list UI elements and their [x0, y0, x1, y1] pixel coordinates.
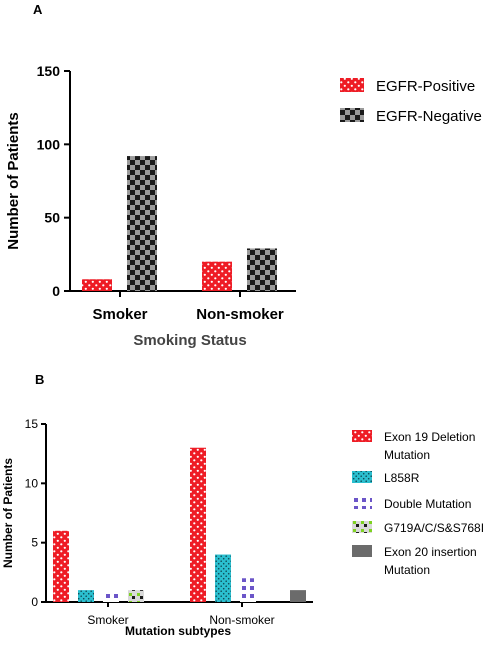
panel-b-legend-label: Double Mutation: [384, 497, 471, 511]
panel-b-y-tick-label: 5: [31, 536, 38, 550]
panel-b-legend-swatch: [352, 497, 372, 509]
panel-b-bar-s1-c0: [78, 590, 94, 602]
panel-a-legend: EGFR-Positive EGFR-Negative: [340, 78, 482, 125]
panel-a-bar-positive-1: [202, 261, 232, 291]
panel-b-x-tick-label: Non-smoker: [209, 613, 274, 627]
panel-a-chart: 0 50 100 150 Smoker Non-smoker Number of Pat…: [5, 63, 482, 349]
panel-label-b: B: [35, 372, 44, 387]
panel-b-legend-label: Mutation: [384, 448, 430, 462]
panel-b-bar-s3-c0: [128, 590, 144, 602]
panel-a-bar-negative-0: [127, 156, 157, 291]
panel-a-y-tick-label: 50: [44, 210, 60, 226]
panel-b-bar-s2-c1: [240, 578, 256, 602]
panel-a-bar-positive-0: [82, 279, 112, 291]
panel-a-y-tick-label: 0: [52, 283, 60, 299]
panel-a-legend-swatch: [340, 108, 364, 122]
panel-a-y-axis-title: Number of Patients: [5, 112, 22, 250]
panel-a-legend-label: EGFR-Positive: [376, 78, 475, 95]
panel-b-legend: Exon 19 Deletion Mutation L858R Double Muta…: [352, 430, 484, 577]
panel-b-legend-label: Exon 19 Deletion: [384, 430, 475, 444]
panel-a-y-tick-label: 100: [37, 136, 61, 152]
panel-a-x-axis-title: Smoking Status: [133, 332, 246, 349]
panel-b-legend-swatch: [352, 545, 372, 557]
panel-b-y-axis-title: Number of Patients: [1, 458, 15, 568]
panel-b-bar-s0-c1: [190, 447, 206, 602]
panel-b-legend-label: Mutation: [384, 563, 430, 577]
panel-b-chart: 0 5 10 15 Smoker Non-smoker Number of Patien…: [1, 417, 484, 638]
panel-a-y-tick-label: 150: [37, 63, 61, 79]
panel-b-bar-s0-c0: [53, 530, 69, 602]
panel-b-bar-s2-c0: [103, 590, 119, 602]
panel-b-legend-swatch: [352, 521, 372, 533]
panel-b-legend-label: Exon 20 insertion: [384, 545, 477, 559]
panel-b-x-tick-label: Smoker: [87, 613, 128, 627]
panel-b-legend-swatch: [352, 430, 372, 442]
panel-label-a: A: [33, 2, 43, 17]
panel-a-legend-swatch: [340, 78, 364, 92]
panel-b-y-tick-label: 15: [25, 417, 39, 431]
panel-b-legend-label: L858R: [384, 471, 420, 485]
panel-b-x-axis-title: Mutation subtypes: [125, 624, 231, 638]
panel-b-legend-label: G719A/C/S&S768I: [384, 521, 484, 535]
panel-a-bar-negative-1: [247, 248, 277, 291]
panel-a-legend-label: EGFR-Negative: [376, 108, 482, 125]
panel-b-y-tick-label: 0: [31, 595, 38, 609]
panel-b-y-tick-label: 10: [25, 476, 39, 490]
panel-b-bar-s1-c1: [215, 554, 231, 602]
panel-b-bar-s4-c1: [290, 590, 306, 602]
panel-a-x-tick-label: Smoker: [92, 306, 147, 323]
panel-a-x-tick-label: Non-smoker: [196, 306, 284, 323]
panel-b-legend-swatch: [352, 471, 372, 483]
